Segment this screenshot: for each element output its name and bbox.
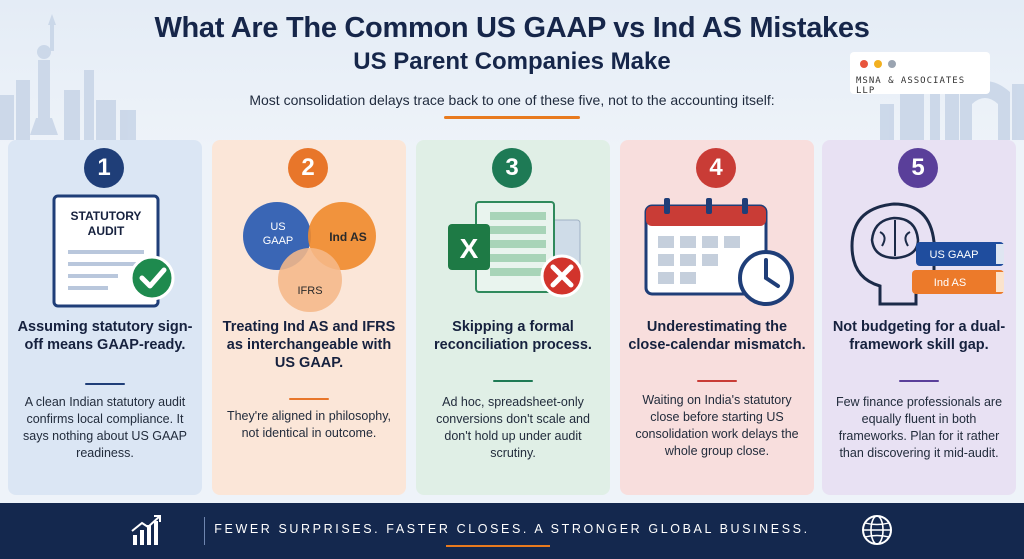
mistake-card-2: 2 US GAAP Ind AS IFRS Treating Ind AS an… — [212, 140, 406, 495]
audit-label-line-1: STATUTORY — [71, 209, 142, 223]
mistake-cards: 1 STATUTORY AUDIT Assuming statutory sig… — [8, 140, 1016, 495]
mistake-card-5: 5 US GAAP Ind AS Not budgeting for a dua… — [822, 140, 1016, 495]
venn-label-us: US — [270, 221, 285, 233]
page-subtitle: US Parent Companies Make — [353, 48, 671, 75]
footer-tagline: FEWER SURPRISES. FASTER CLOSES. A STRONG… — [214, 522, 810, 536]
growth-chart-icon — [131, 515, 161, 545]
card-body-5: Few finance professionals are equally fl… — [835, 395, 1003, 460]
card-number-4: 4 — [696, 148, 736, 188]
calendar-clock-icon — [644, 198, 794, 306]
logo-dot-yellow — [874, 60, 882, 68]
card-title-3: Skipping a formal reconciliation process… — [434, 319, 592, 353]
firm-logo: MSNA & ASSOCIATES LLP — [850, 52, 990, 96]
spreadsheet-reconciliation-icon: X — [448, 201, 584, 298]
framework-venn-diagram: US GAAP Ind AS IFRS — [243, 202, 376, 312]
card-body-2: They're aligned in philosophy, not ident… — [226, 409, 392, 440]
card-divider-5 — [899, 380, 939, 382]
card-divider-3 — [493, 380, 533, 382]
card-number-1: 1 — [84, 148, 124, 188]
mistake-card-1: 1 STATUTORY AUDIT Assuming statutory sig… — [8, 140, 202, 495]
logo-dot-red — [860, 60, 868, 68]
card-title-5: Not budgeting for a dual-framework skill… — [832, 319, 1006, 353]
audit-label-line-2: AUDIT — [88, 224, 125, 238]
mistake-card-4: 4 Underestimating the close-calendar mis… — [620, 140, 814, 495]
card-title-2: Treating Ind AS and IFRS as interchangea… — [222, 319, 396, 371]
page-title: What Are The Common US GAAP vs Ind AS Mi… — [154, 12, 870, 44]
venn-label-ifrs: IFRS — [297, 285, 322, 297]
card-title-1: Assuming statutory sign-off means GAAP-r… — [17, 319, 193, 353]
card-divider-2 — [289, 398, 329, 400]
venn-label-indas: Ind AS — [329, 230, 367, 244]
card-body-3: Ad hoc, spreadsheet-only conversions don… — [436, 395, 590, 460]
card-divider-4 — [697, 380, 737, 382]
intro-text: Most consolidation delays trace back to … — [249, 92, 775, 108]
card-divider-1 — [85, 383, 125, 385]
brain-books-icon: US GAAP Ind AS — [850, 202, 1004, 306]
book-label-usgaap: US GAAP — [930, 249, 979, 261]
venn-label-gaap: GAAP — [263, 235, 294, 247]
intro-divider — [444, 116, 580, 119]
mistake-card-3: 3 X Skipping a formal reconciliation pro… — [416, 140, 610, 495]
statutory-audit-document-icon: STATUTORY AUDIT — [52, 194, 175, 308]
logo-dot-gray — [888, 60, 896, 68]
excel-icon-letter: X — [460, 233, 479, 264]
book-label-indas: Ind AS — [934, 277, 966, 289]
card-body-4: Waiting on India's statutory close befor… — [635, 393, 799, 458]
footer-underline — [446, 545, 550, 547]
card-number-3: 3 — [492, 148, 532, 188]
card-title-4: Underestimating the close-calendar misma… — [628, 319, 806, 353]
card-body-1: A clean Indian statutory audit confirms … — [23, 395, 187, 460]
firm-name: MSNA & ASSOCIATES LLP — [856, 76, 966, 96]
card-number-5: 5 — [898, 148, 938, 188]
footer-banner: FEWER SURPRISES. FASTER CLOSES. A STRONG… — [0, 503, 1024, 559]
globe-icon — [862, 515, 892, 545]
footer-separator — [204, 517, 205, 545]
card-number-2: 2 — [288, 148, 328, 188]
logo-dots — [860, 60, 896, 68]
